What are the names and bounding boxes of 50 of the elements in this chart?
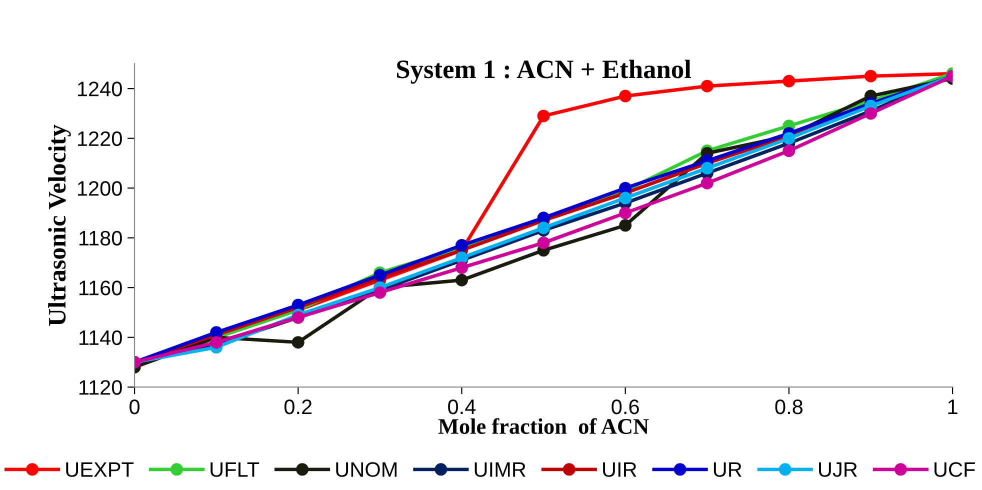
point: [537, 110, 550, 122]
legend-label: UNOM: [336, 462, 397, 477]
y-tick-label: 1180: [80, 230, 122, 246]
x-tick-label: 0.4: [448, 399, 476, 414]
legend-label: UR: [714, 462, 742, 477]
x-tick-label: 0.2: [284, 399, 312, 414]
legend-label: UIMR: [474, 462, 526, 477]
point: [700, 80, 714, 92]
x-tick-label: 0.6: [612, 399, 639, 414]
point: [700, 176, 714, 190]
point: [537, 212, 550, 224]
x-tick-label: 0: [130, 399, 140, 414]
point: [782, 144, 796, 158]
legend-label: UFLT: [210, 462, 260, 477]
point: [619, 182, 632, 194]
legend-label: UIR: [603, 462, 636, 477]
point: [374, 286, 386, 299]
y-tick-label: 1220: [78, 131, 122, 146]
point: [210, 326, 223, 339]
y-tick-label: 1200: [78, 181, 122, 196]
y-tick-label: 1140: [80, 330, 122, 346]
x-axis-title: Mole fraction of ACN: [438, 418, 649, 434]
x-tick-label: 1: [948, 400, 958, 414]
y-tick-label: 1240: [78, 82, 122, 96]
point: [455, 261, 468, 274]
y-axis-title: Ultrasonic Velocity: [48, 124, 71, 326]
point: [537, 236, 550, 250]
point: [864, 70, 877, 82]
point: [619, 206, 632, 220]
point: [292, 298, 304, 312]
point: [292, 336, 304, 349]
point: [455, 251, 468, 264]
point: [700, 162, 714, 174]
point: [455, 239, 468, 252]
y-tick-label: 1120: [80, 380, 122, 395]
point: [619, 90, 632, 102]
y-tick-label: 1160: [80, 280, 122, 296]
chart-title: System 1 : ACN + Ethanol: [397, 60, 691, 84]
legend-label: UEXPT: [66, 462, 134, 477]
x-tick-label: 0.8: [775, 399, 803, 414]
point: [864, 107, 877, 120]
point: [210, 336, 223, 349]
point: [619, 192, 632, 204]
point: [782, 132, 796, 145]
legend-label: UJR: [819, 462, 857, 477]
legend-label: UCF: [934, 462, 975, 477]
point: [619, 219, 632, 232]
point: [537, 222, 550, 234]
point: [782, 74, 796, 88]
point: [455, 274, 468, 286]
